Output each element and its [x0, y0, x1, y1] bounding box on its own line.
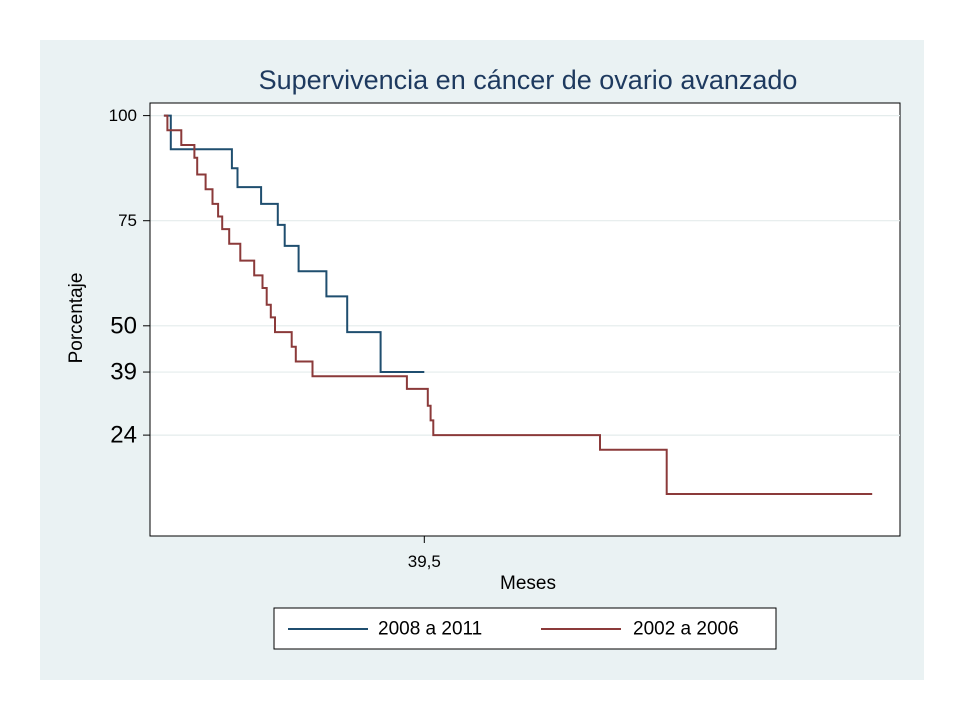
chart-title: Supervivencia en cáncer de ovario avanza… — [259, 65, 798, 95]
axes — [149, 103, 900, 537]
plot-area — [149, 102, 901, 537]
legend-box — [273, 607, 777, 650]
x-tick-label: 39,5 — [408, 552, 441, 571]
y-tick-label: 100 — [109, 106, 137, 125]
legend: 2008 a 2011 2002 a 2006 — [273, 607, 777, 650]
series-line-0 — [163, 114, 425, 373]
x-ticks: 39,5 — [408, 536, 441, 571]
y-tick-label: 24 — [110, 422, 137, 449]
legend-label: 2008 a 2011 — [378, 619, 482, 640]
series-line-1 — [163, 114, 873, 495]
x-axis-label: Meses — [500, 573, 556, 594]
y-tick-label: 39 — [110, 359, 137, 386]
series-layer — [163, 114, 873, 495]
y-tick-label: 50 — [110, 312, 137, 339]
legend-label: 2002 a 2006 — [633, 619, 739, 640]
y-axis-label: Porcentaje — [66, 273, 87, 364]
y-ticks: 100 75 50 39 24 — [109, 106, 150, 449]
y-tick-label: 75 — [118, 211, 137, 230]
